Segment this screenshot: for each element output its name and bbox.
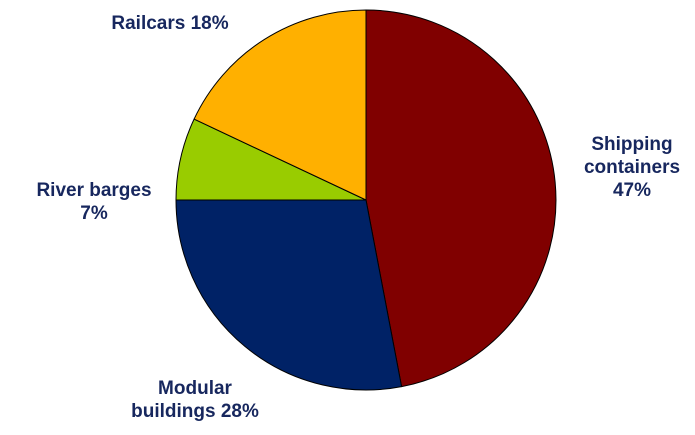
slice-railcars: [193, 9, 367, 201]
label-shipping-containers: Shipping containers 47%: [583, 134, 681, 201]
slice-shipping-containers: [365, 9, 557, 388]
label-railcars: Railcars 18%: [111, 13, 229, 34]
pie-slices: [175, 9, 557, 391]
slice-modular-buildings: [175, 199, 403, 391]
label-modular-buildings: Modular buildings 28%: [131, 378, 259, 422]
label-river-barges: River barges 7%: [36, 180, 152, 224]
